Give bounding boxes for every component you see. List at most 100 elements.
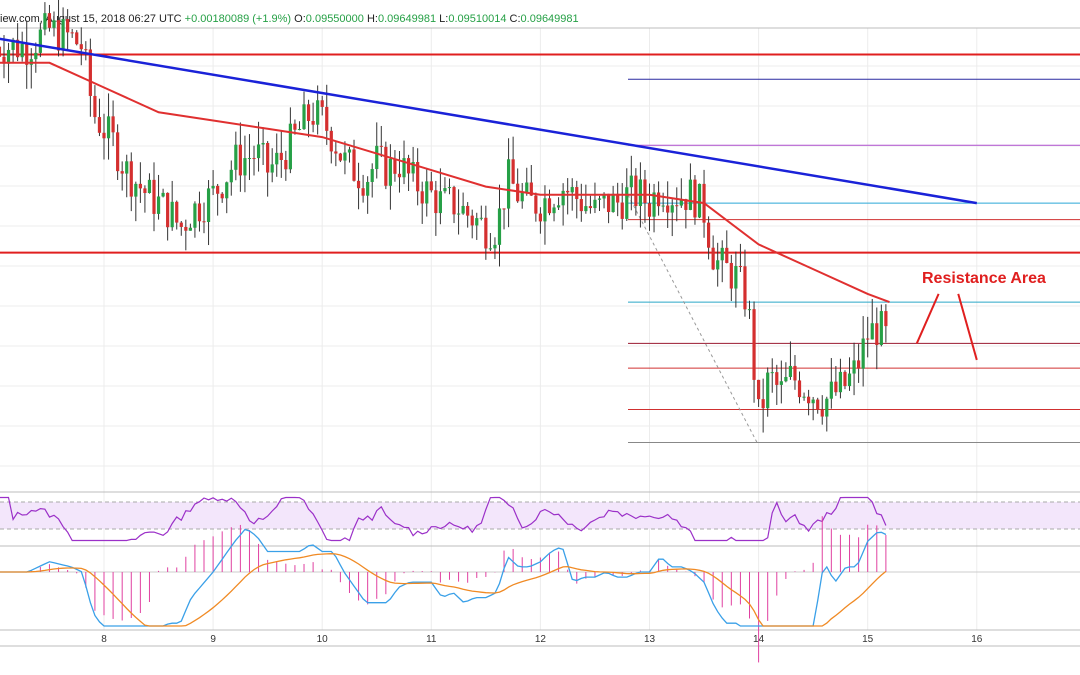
candle-body [720, 247, 724, 261]
candle-body [738, 266, 743, 268]
candle-body [629, 175, 633, 188]
header-close-label: C: [509, 13, 521, 25]
candle-body [766, 372, 770, 409]
candle-body [111, 116, 115, 133]
candle-body [638, 179, 643, 207]
candle-body [625, 187, 629, 219]
candle-body [484, 217, 488, 249]
candle-body [466, 205, 470, 216]
candle-body [479, 217, 483, 219]
candle-body [543, 198, 547, 222]
candle-body [366, 181, 370, 196]
candle-body [38, 29, 42, 53]
candle-body [252, 158, 256, 160]
chart-grid [0, 28, 1080, 630]
candle-body [697, 183, 702, 218]
candle-body [579, 199, 583, 212]
candle-body [520, 192, 524, 202]
candle-body [843, 371, 847, 387]
candle-body [138, 183, 142, 189]
candle-body [820, 409, 824, 417]
candle-body [88, 49, 92, 96]
candle-body [761, 399, 765, 409]
candle-body [20, 43, 24, 58]
candle-body [302, 104, 306, 130]
candle-body [529, 182, 533, 196]
candle-body [675, 205, 679, 207]
candle-body [606, 193, 611, 213]
candle-body [616, 193, 620, 203]
candle-body [566, 190, 570, 193]
candle-body [161, 192, 165, 197]
candle-body [593, 199, 597, 209]
candle-body [502, 208, 506, 210]
candle-body [284, 160, 288, 170]
x-axis: 8 9 10 11 12 13 14 15 16 [101, 634, 983, 645]
x-tick-label: 15 [862, 634, 874, 645]
x-tick-label: 8 [101, 634, 107, 645]
candle-body [534, 195, 538, 214]
candle-body [197, 203, 202, 222]
candle-body [234, 144, 238, 170]
candle-body [829, 381, 833, 399]
ma-line [0, 61, 890, 304]
candle-body [525, 182, 529, 193]
candle-body [293, 123, 297, 130]
candle-body [597, 198, 602, 200]
candle-body [97, 117, 102, 133]
candle-body [838, 371, 843, 393]
candle-body [497, 208, 502, 245]
candle-body [470, 215, 474, 226]
candle-body [75, 32, 79, 45]
header-change: +0.00180089 (+1.9%) [184, 13, 292, 25]
candle-body [688, 179, 693, 210]
trendline [0, 37, 978, 205]
candle-body [834, 381, 838, 393]
candle-body [34, 52, 38, 60]
candle-body [757, 379, 761, 400]
candle-body [147, 179, 152, 194]
candle-body [434, 190, 438, 214]
candle-body [66, 19, 70, 33]
candle-body [438, 191, 442, 214]
candle-body [693, 179, 697, 218]
header-low-value: 0.09510014 [448, 13, 507, 25]
candle-body [156, 196, 161, 214]
candle-body [388, 158, 392, 186]
candle-body [711, 247, 715, 270]
candle-body [825, 398, 829, 417]
candle-body [238, 144, 242, 176]
candle-body [452, 187, 456, 215]
candle-body [325, 106, 329, 131]
candle-body [170, 201, 174, 228]
candle-body [734, 266, 738, 289]
candle-body [143, 188, 147, 194]
candle-body [884, 311, 888, 327]
candle-body [611, 193, 615, 213]
candle-body [879, 311, 883, 345]
candle-body [561, 190, 565, 206]
candle-body [443, 188, 447, 192]
candle-body [725, 247, 729, 263]
forecast-down-stroke [957, 293, 978, 361]
candle-body [320, 100, 324, 107]
candle-body [275, 152, 279, 165]
x-tick-label: 10 [317, 634, 329, 645]
x-tick-label: 11 [426, 634, 437, 645]
candle-body [247, 158, 252, 160]
candle-body [706, 222, 711, 248]
candle-body [129, 161, 133, 197]
candle-body [43, 13, 47, 30]
candle-body [575, 187, 579, 200]
candle-body [356, 180, 361, 189]
candle-body [256, 144, 261, 159]
header-close-value: 0.09649981 [520, 13, 579, 25]
candle-body [179, 222, 183, 227]
candle-body [797, 380, 802, 398]
candle-body [406, 158, 411, 174]
fib-diagonal [627, 194, 758, 443]
candle-body [316, 100, 320, 125]
x-tick-label: 12 [535, 634, 547, 645]
candle-body [743, 266, 747, 310]
